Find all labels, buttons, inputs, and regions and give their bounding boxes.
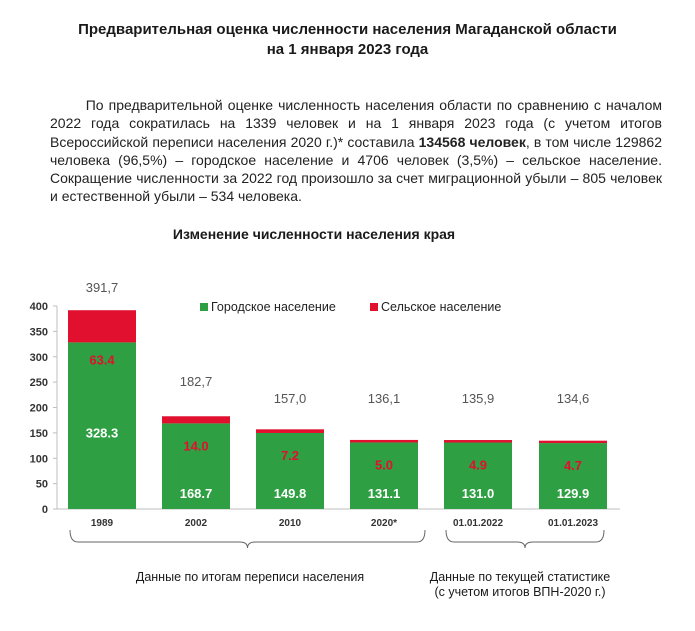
- summary-text-2: , в том числе 129862 человека (96,5%) – …: [50, 133, 663, 205]
- data-label-rural: 63.4: [89, 352, 115, 367]
- legend-label: Городское население: [211, 300, 336, 314]
- y-tick-label: 150: [30, 428, 48, 440]
- y-tick-label: 100: [30, 453, 48, 465]
- y-tick-label: 350: [30, 326, 48, 338]
- group-label-current-line-2: (с учетом итогов ВПН-2020 г.): [434, 585, 606, 599]
- data-label-total: 182,7: [180, 374, 213, 389]
- data-label-urban: 328.3: [86, 425, 119, 440]
- x-tick-label: 01.01.2022: [453, 518, 503, 529]
- y-tick-label: 300: [30, 352, 48, 364]
- bar-urban: [444, 442, 512, 509]
- page-title: Предварительная оценка численности насел…: [0, 20, 695, 60]
- x-tick-label: 2010: [279, 518, 302, 529]
- data-label-rural: 4.7: [564, 458, 582, 473]
- data-label-total: 134,6: [557, 391, 590, 406]
- bar-urban: [68, 342, 136, 509]
- summary-text-1: По предварительной оценке численность на…: [50, 97, 662, 150]
- data-label-urban: 149.8: [274, 486, 307, 501]
- data-label-rural: 14.0: [183, 438, 208, 453]
- group-bracket-census: [69, 529, 426, 549]
- bar-rural: [539, 440, 607, 444]
- data-label-rural: 5.0: [375, 457, 393, 472]
- x-tick-label: 2020*: [371, 518, 397, 529]
- legend-swatch: [370, 303, 378, 311]
- bar-rural: [350, 439, 418, 443]
- data-label-total: 135,9: [462, 391, 495, 406]
- bar-urban: [350, 442, 418, 509]
- x-tick-label: 1989: [91, 518, 114, 529]
- group-label-current: Данные по текущей статистике (с учетом и…: [400, 570, 640, 600]
- y-tick-label: 250: [30, 377, 48, 389]
- bar-rural: [68, 310, 136, 343]
- summary-paragraph: По предварительной оценке численность на…: [50, 96, 662, 206]
- y-tick-label: 400: [30, 301, 48, 313]
- data-label-urban: 129.9: [557, 486, 590, 501]
- x-tick-label: 01.01.2023: [548, 518, 598, 529]
- chart-title: Изменение численности населения края: [172, 226, 456, 242]
- summary-text-bold: 134568 человек: [418, 133, 526, 150]
- data-label-total: 136,1: [368, 391, 401, 406]
- data-label-total: 157,0: [274, 391, 307, 406]
- bar-urban: [162, 423, 230, 509]
- x-tick-label: 2002: [185, 518, 208, 529]
- data-label-rural: 4.9: [469, 458, 487, 473]
- bar-urban: [256, 432, 324, 509]
- legend-label: Сельское население: [381, 300, 501, 314]
- data-label-total: 391,7: [86, 280, 119, 295]
- bar-rural: [162, 416, 230, 424]
- y-tick-label: 0: [42, 504, 48, 516]
- bar-urban: [539, 443, 607, 509]
- y-tick-label: 50: [36, 479, 48, 491]
- y-tick-label: 200: [30, 403, 48, 415]
- data-label-rural: 7.2: [281, 448, 299, 463]
- data-label-urban: 168.7: [180, 486, 213, 501]
- page-title-line-1: Предварительная оценка численности насел…: [78, 21, 617, 38]
- page-title-line-2: на 1 января 2023 года: [266, 41, 429, 58]
- bar-rural: [444, 440, 512, 443]
- group-bracket-current: [445, 529, 605, 549]
- data-label-urban: 131.1: [368, 486, 401, 501]
- group-label-current-line-1: Данные по текущей статистике: [429, 570, 611, 584]
- legend-swatch: [200, 303, 208, 311]
- group-label-census: Данные по итогам переписи населения: [135, 570, 365, 584]
- bar-rural: [256, 429, 324, 433]
- data-label-urban: 131.0: [462, 486, 495, 501]
